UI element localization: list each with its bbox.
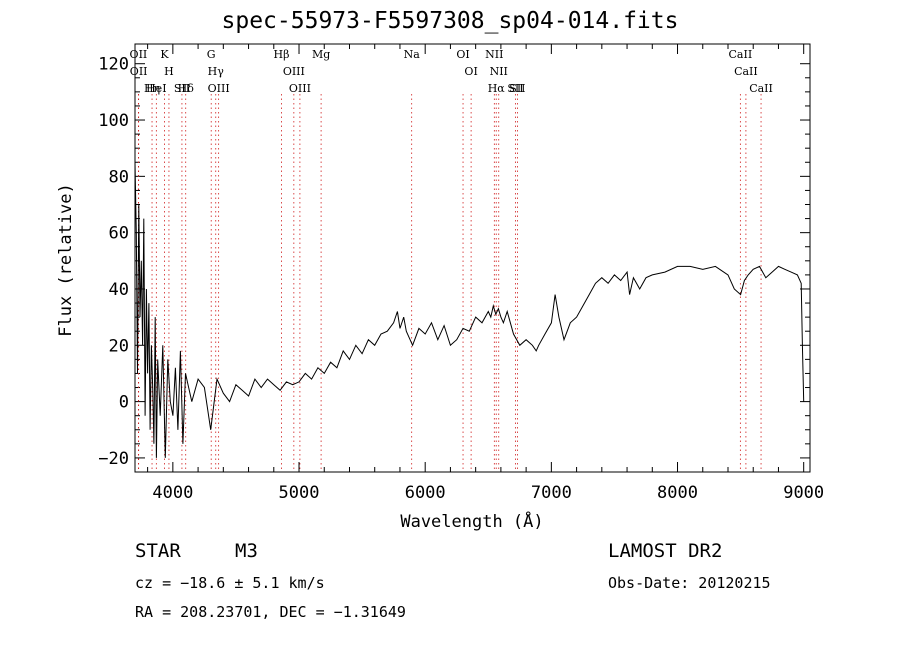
coordinates: RA = 208.23701, DEC = −1.31649 xyxy=(135,603,406,621)
observation-date: Obs-Date: 20120215 xyxy=(608,574,771,592)
line-marker-label: G xyxy=(207,48,216,61)
y-tick-label: 40 xyxy=(109,280,129,300)
line-marker-label: CaII xyxy=(729,48,753,61)
y-tick-label: 60 xyxy=(109,224,129,244)
line-marker-label: Mg xyxy=(312,48,330,61)
x-axis-label: Wavelength (Å) xyxy=(400,512,544,532)
object-subclass: M3 xyxy=(235,540,258,562)
line-marker-label: Hη xyxy=(144,82,160,95)
line-marker-label: H xyxy=(164,65,174,78)
x-tick-label: 8000 xyxy=(657,483,698,503)
line-marker-label: OIII xyxy=(289,82,311,95)
plot-frame xyxy=(134,43,811,473)
line-marker-label: OI xyxy=(456,48,469,61)
y-tick-label: 120 xyxy=(98,55,129,75)
x-tick-label: 9000 xyxy=(783,483,824,503)
y-axis-label: Flux (relative) xyxy=(56,183,76,337)
line-marker-label: Hδ xyxy=(178,82,195,95)
line-marker-label: CaII xyxy=(749,82,773,95)
object-class: STAR xyxy=(135,540,181,562)
chart-title: spec-55973-F5597308_sp04-014.fits xyxy=(221,8,679,34)
y-tick-label: −20 xyxy=(98,449,129,469)
spectrum-series xyxy=(134,162,805,458)
line-marker-label: SII xyxy=(507,82,523,95)
line-marker-label: SII xyxy=(509,82,525,95)
line-marker-label: OIII xyxy=(283,65,305,78)
line-marker-label: OI xyxy=(464,65,477,78)
line-marker-label: SII xyxy=(174,82,190,95)
x-tick-label: 6000 xyxy=(405,483,446,503)
line-marker-label: Na xyxy=(404,48,421,61)
line-marker-label: NII xyxy=(485,48,503,61)
redshift-velocity: cz = −18.6 ± 5.1 km/s xyxy=(135,574,325,592)
y-tick-label: 20 xyxy=(109,336,129,356)
y-tick-label: 0 xyxy=(119,393,129,413)
x-tick-label: 5000 xyxy=(279,483,320,503)
x-tick-label: 7000 xyxy=(531,483,572,503)
line-marker-label: OII xyxy=(130,65,148,78)
line-marker-label: Hα xyxy=(488,82,506,95)
x-tick-label: 4000 xyxy=(152,483,193,503)
line-marker-label: Hβ xyxy=(274,48,290,61)
line-marker-label: NII xyxy=(490,65,508,78)
line-marker-label: Hγ xyxy=(208,65,225,78)
y-tick-label: 80 xyxy=(109,167,129,187)
line-marker-label: OIII xyxy=(208,82,230,95)
line-marker-label: HeI xyxy=(146,82,166,95)
line-marker-label: OII xyxy=(130,48,148,61)
y-tick-label: 100 xyxy=(98,111,129,131)
line-marker-label: CaII xyxy=(734,65,758,78)
line-marker-label: K xyxy=(160,48,169,61)
survey-name: LAMOST DR2 xyxy=(608,540,723,562)
